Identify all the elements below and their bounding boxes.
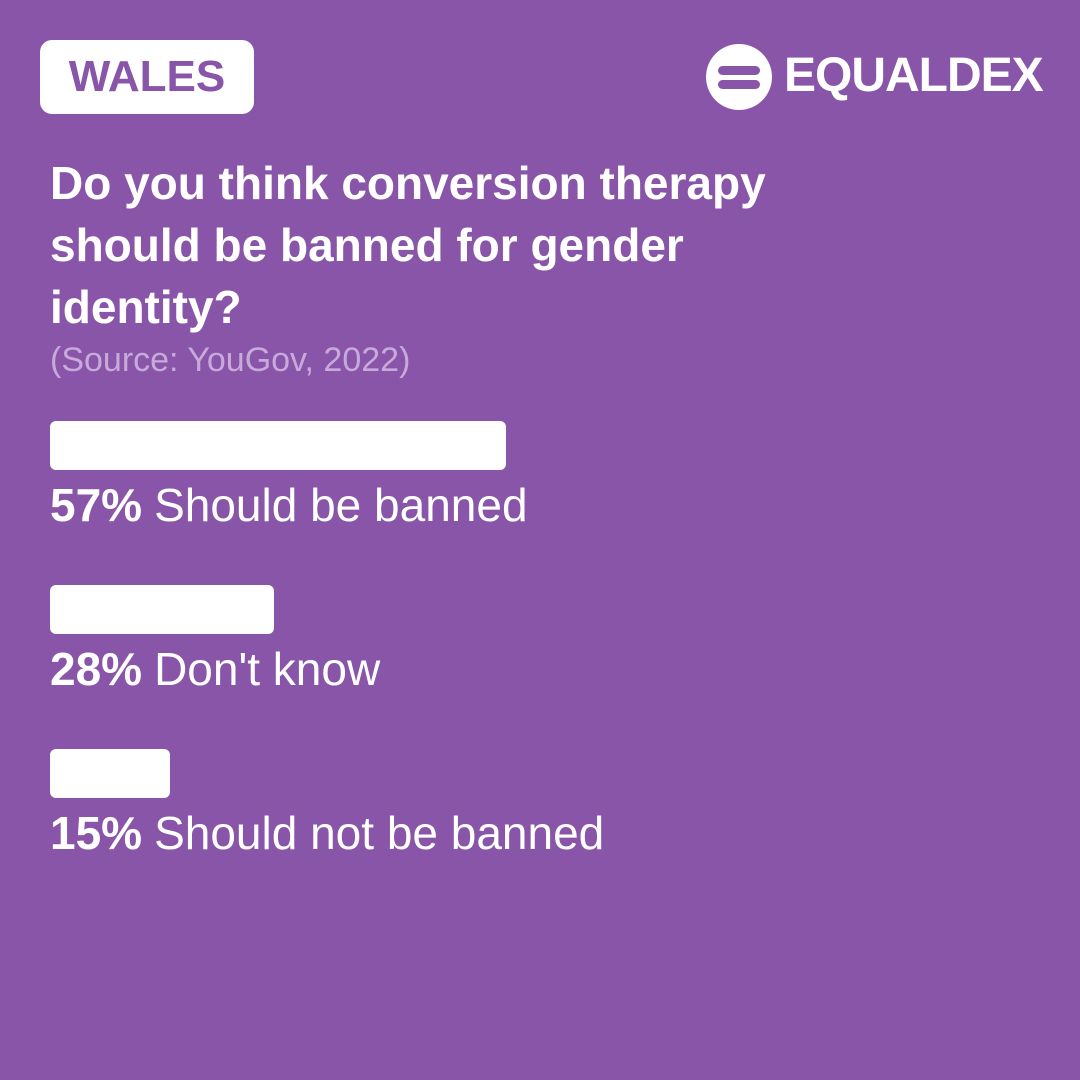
bar: [50, 585, 274, 634]
brand-logo: [706, 44, 772, 110]
region-badge: WALES: [40, 40, 254, 114]
bar-label: 15% Should not be banned: [50, 805, 604, 861]
bar-label: 57% Should be banned: [50, 477, 528, 533]
category-label: Don't know: [154, 643, 381, 695]
brand-name: EQUALDEX: [784, 49, 1044, 102]
chart-subtitle: (Source: YouGov, 2022): [50, 341, 411, 379]
bar: [50, 421, 506, 470]
category-label: Should be banned: [154, 479, 528, 531]
category-label: Should not be banned: [154, 807, 605, 859]
value-label: 15%: [50, 807, 143, 859]
bar: [50, 749, 170, 798]
value-label: 28%: [50, 643, 143, 695]
bar-label: 28% Don't know: [50, 641, 380, 697]
chart-title: Do you think conversion therapy should b…: [50, 157, 766, 333]
value-label: 57%: [50, 479, 143, 531]
